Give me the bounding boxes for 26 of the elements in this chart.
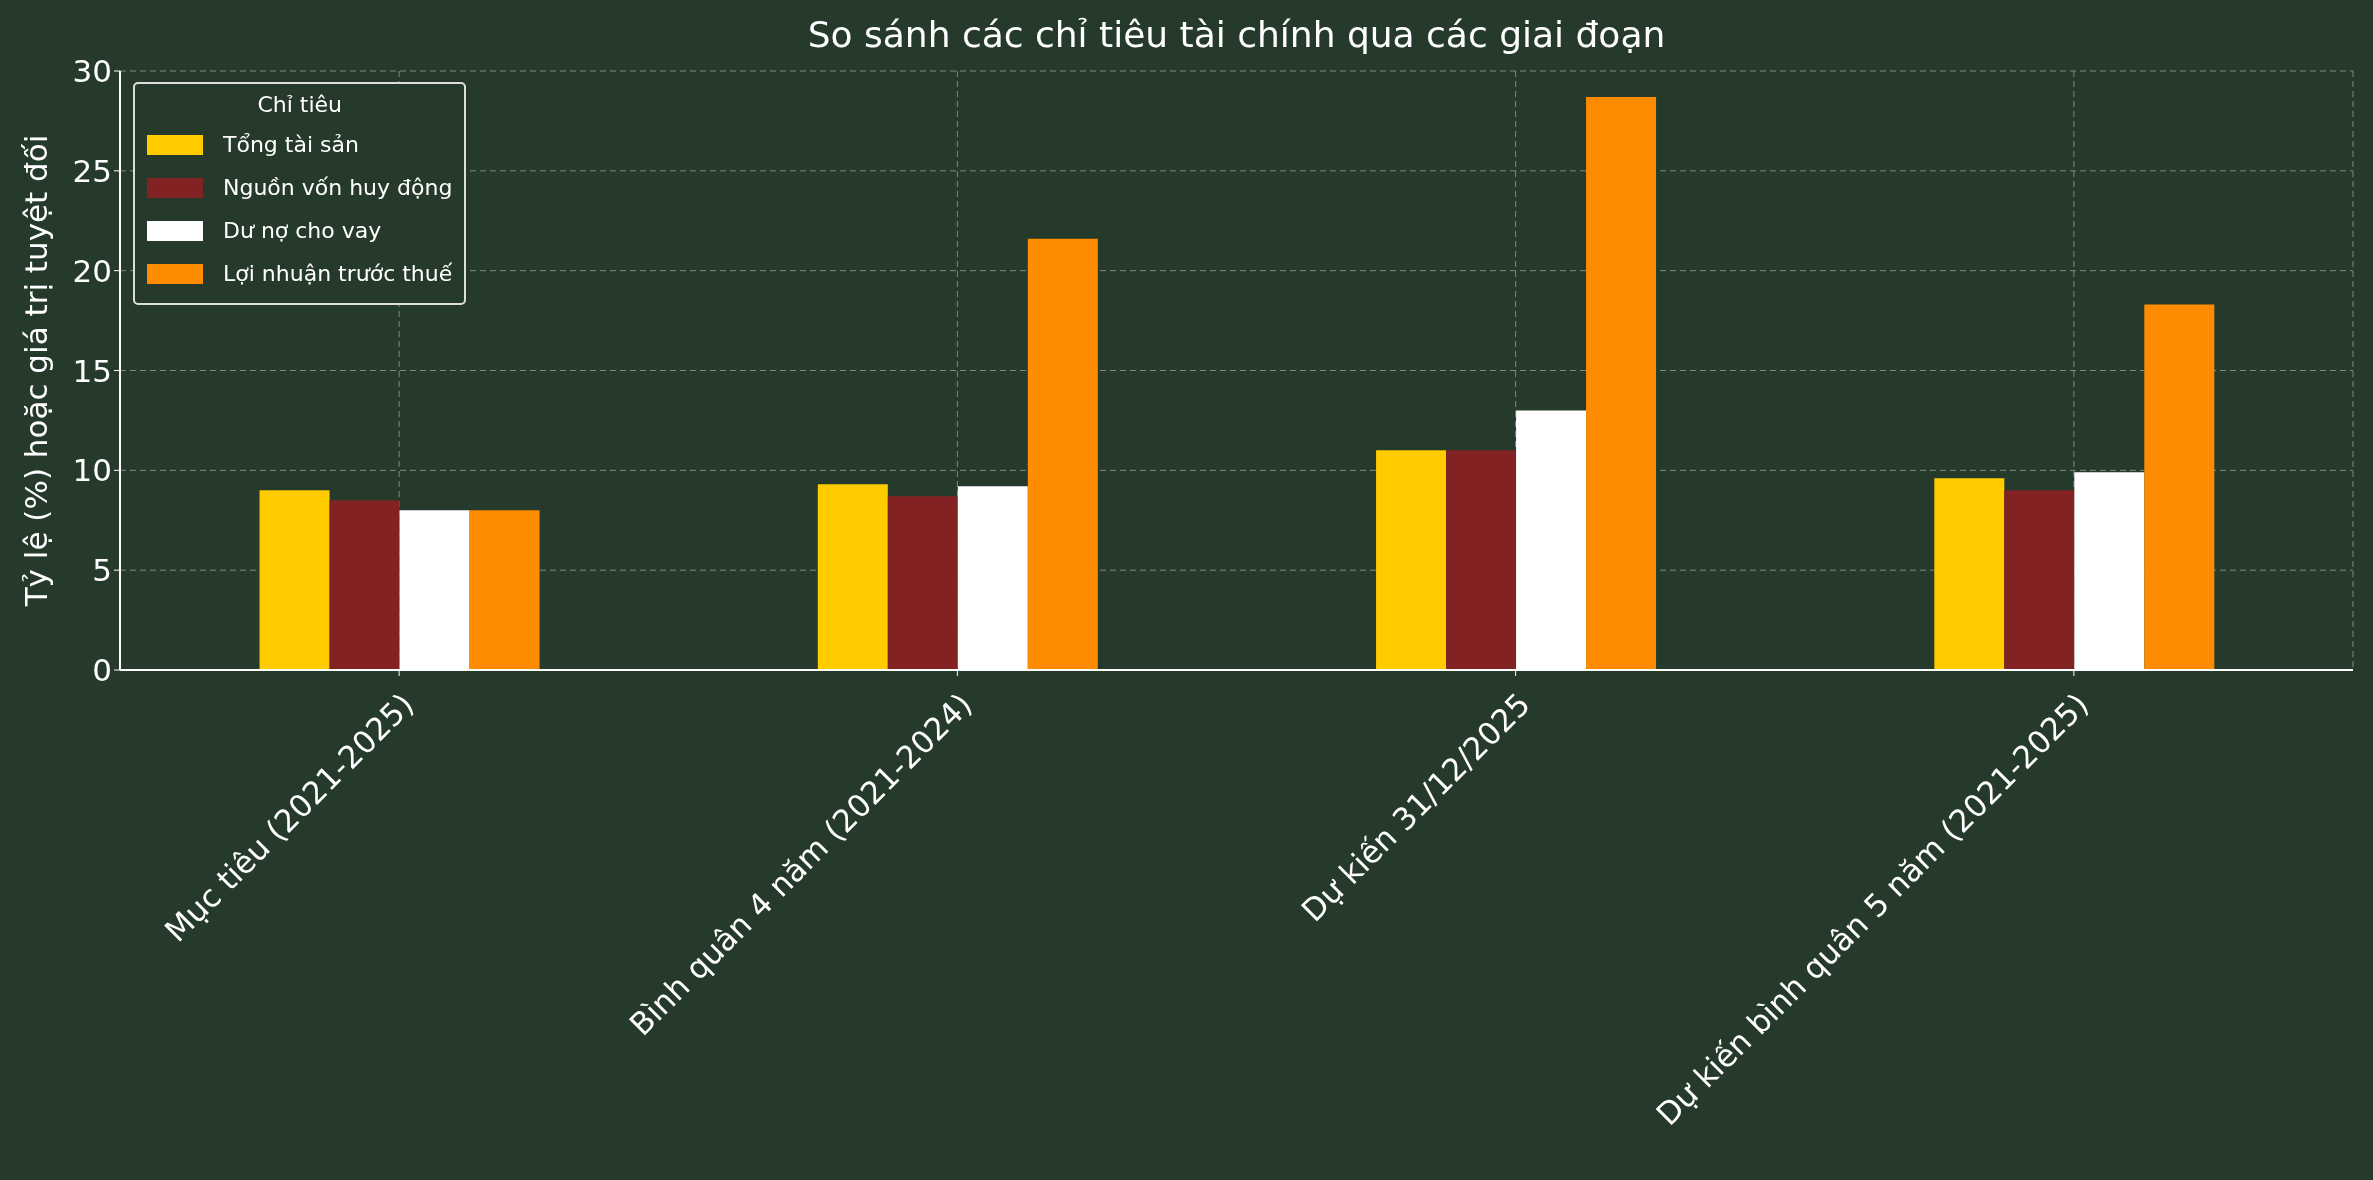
bar <box>1446 450 1517 670</box>
bar <box>329 500 400 670</box>
legend-label: Lợi nhuận trước thuế <box>223 261 453 286</box>
y-tick-label: 30 <box>72 53 112 89</box>
bar <box>1376 450 1447 670</box>
legend-label: Tổng tài sản <box>223 132 359 157</box>
bar <box>2004 490 2075 670</box>
bar <box>817 484 888 670</box>
bar <box>1934 478 2005 670</box>
bar <box>2144 304 2215 670</box>
bar <box>259 490 330 670</box>
y-tick-label: 10 <box>72 452 112 489</box>
y-tick-label: 15 <box>72 352 112 389</box>
legend-title: Chỉ tiêu <box>256 92 344 117</box>
bar <box>887 496 958 670</box>
bar <box>1586 96 1657 670</box>
bar <box>1027 238 1098 670</box>
y-tick-label: 20 <box>72 252 112 289</box>
y-tick-label: 25 <box>72 152 112 189</box>
legend-label: Dư nợ cho vay <box>223 218 382 243</box>
y-axis-title: Tỷ lệ (%) hoặc giá trị tuyệt đối <box>17 134 54 608</box>
legend-label: Nguồn vốn huy động <box>223 175 453 200</box>
bar <box>469 510 540 670</box>
chart-title: So sánh các chỉ tiêu tài chính qua các giai đoạn <box>806 14 1667 55</box>
y-tick-label: 5 <box>92 552 112 589</box>
y-tick-label: 0 <box>92 652 112 689</box>
